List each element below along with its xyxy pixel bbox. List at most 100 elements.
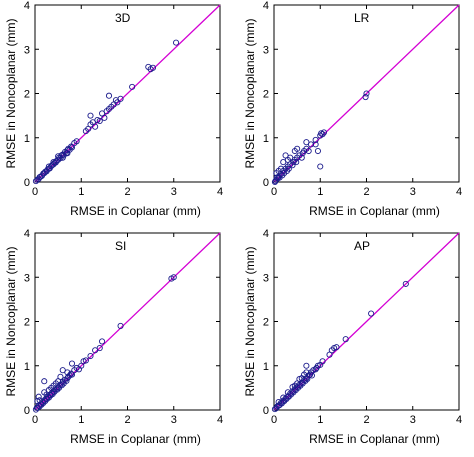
data-point [303, 362, 310, 369]
x-axis-label: RMSE in Coplanar (mm) [309, 432, 440, 446]
x-tick-label: 3 [171, 414, 177, 426]
data-point [96, 344, 103, 352]
y-tick-label: 2 [24, 317, 30, 329]
x-tick-label: 0 [271, 414, 277, 426]
x-tick-label: 4 [217, 414, 223, 426]
y-tick-label: 0 [24, 177, 30, 189]
panel-title: 3D [115, 11, 131, 25]
y-tick-label: 2 [24, 89, 30, 101]
x-tick-label: 1 [78, 414, 84, 426]
y-tick-label: 1 [24, 361, 30, 373]
data-point [54, 386, 61, 393]
data-point [173, 39, 180, 46]
y-tick-label: 0 [263, 405, 269, 417]
x-tick-label: 0 [271, 186, 277, 198]
y-axis-label: RMSE in Noncoplanar (mm) [4, 246, 18, 396]
data-point [298, 154, 305, 161]
panel-lr: 0 1 2 3 4 0 1 2 3 4 LR RMSE in Coplanar (mm) RMSE in… [243, 0, 462, 218]
data-point [280, 394, 287, 401]
data-point [68, 370, 75, 377]
data-point [282, 152, 289, 159]
x-tick-label: 2 [363, 414, 369, 426]
data-point [402, 280, 409, 287]
data-point [320, 129, 328, 136]
y-tick-label: 1 [263, 133, 269, 145]
x-tick-label: 3 [410, 414, 416, 426]
x-tick-label: 2 [124, 414, 130, 426]
data-point [303, 139, 310, 146]
data-point [333, 344, 340, 351]
panel-title: SI [115, 239, 126, 253]
data-point [342, 336, 349, 343]
y-tick-label: 1 [24, 133, 30, 145]
data-point [45, 163, 52, 170]
data-point [87, 352, 94, 360]
y-axis-label: RMSE in Noncoplanar (mm) [4, 18, 18, 168]
y-tick-label: 4 [24, 228, 30, 240]
data-point [59, 154, 66, 161]
data-point [58, 382, 65, 389]
data-point [68, 360, 76, 367]
data-point [99, 338, 106, 345]
x-tick-label: 1 [78, 186, 84, 198]
data-point [362, 93, 369, 101]
data-point [304, 375, 311, 383]
y-tick-label: 3 [263, 44, 269, 56]
data-point [117, 95, 124, 102]
panel-si: 0 1 2 3 4 0 1 2 3 4 SI RMSE in Coplanar (mm) RMSE in… [4, 228, 223, 446]
y-tick-label: 1 [263, 361, 269, 373]
data-point [129, 83, 136, 90]
data-point [318, 130, 325, 137]
x-tick-label: 4 [456, 414, 462, 426]
y-tick-label: 0 [24, 405, 30, 417]
data-point [305, 147, 312, 155]
data-point [50, 159, 57, 166]
data-point [35, 393, 42, 400]
data-point [312, 136, 319, 144]
x-axis-label: RMSE in Coplanar (mm) [70, 432, 201, 446]
x-tick-label: 0 [32, 186, 38, 198]
y-tick-label: 3 [263, 272, 269, 284]
panel-title: AP [354, 239, 370, 253]
data-point [363, 90, 370, 97]
data-point [117, 322, 124, 329]
y-axis-label: RMSE in Noncoplanar (mm) [243, 18, 257, 168]
data-point [149, 64, 156, 71]
y-tick-label: 2 [263, 89, 269, 101]
data-point [170, 274, 177, 281]
y-tick-label: 4 [263, 0, 269, 12]
x-tick-label: 2 [363, 186, 369, 198]
data-point [64, 147, 71, 154]
data-point [101, 114, 108, 121]
data-point [312, 141, 319, 148]
data-point [36, 397, 43, 404]
x-axis-label: RMSE in Coplanar (mm) [309, 204, 440, 218]
y-tick-label: 3 [24, 44, 30, 56]
x-tick-label: 3 [171, 186, 177, 198]
data-point [317, 163, 324, 170]
data-point [314, 147, 321, 155]
data-point [96, 117, 103, 124]
data-point [64, 150, 71, 157]
data-point [68, 143, 75, 150]
y-tick-label: 4 [24, 0, 30, 12]
x-tick-label: 4 [217, 186, 223, 198]
data-point [87, 112, 94, 119]
panel-title: LR [354, 11, 370, 25]
x-tick-label: 3 [410, 186, 416, 198]
y-tick-label: 3 [24, 272, 30, 284]
data-point [293, 159, 300, 166]
data-point [319, 358, 326, 365]
data-point [277, 165, 284, 172]
data-point [105, 92, 113, 99]
y-tick-label: 0 [263, 177, 269, 189]
data-point [73, 138, 80, 145]
panel-3d: 0 1 2 3 4 0 1 2 3 4 3D RMSE in Coplanar (mm) RMSE in… [4, 0, 223, 218]
data-point [368, 310, 375, 317]
data-point [41, 378, 48, 385]
data-point [41, 397, 48, 404]
y-axis-label: RMSE in Noncoplanar (mm) [243, 246, 257, 396]
data-point [82, 357, 89, 364]
